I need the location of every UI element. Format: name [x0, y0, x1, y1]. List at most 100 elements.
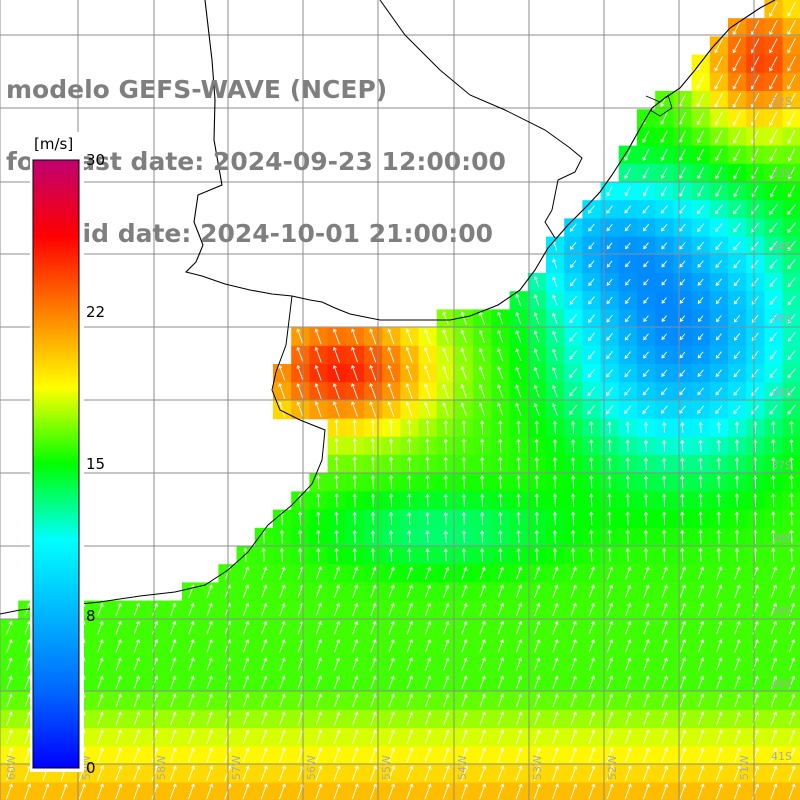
wind-arrow: [660, 130, 668, 143]
wind-arrow: [716, 657, 723, 671]
wind-arrow: [732, 74, 742, 90]
wind-arrow: [6, 675, 13, 689]
wind-arrow: [242, 657, 250, 671]
wind-arrow: [497, 366, 504, 380]
wind-arrow: [788, 765, 796, 781]
wind-arrow: [370, 419, 375, 436]
wind-arrow: [334, 511, 339, 526]
wind-arrow: [170, 620, 177, 635]
wind-arrow: [497, 638, 504, 653]
wind-arrow: [715, 241, 723, 251]
wind-arrow: [734, 547, 739, 562]
wind-arrow: [679, 242, 686, 250]
wind-arrow: [261, 620, 268, 635]
wind-arrow: [716, 638, 723, 653]
wind-arrow: [334, 529, 339, 544]
wind-arrow: [771, 529, 776, 544]
wind-arrow: [734, 602, 741, 617]
wind-arrow: [716, 457, 721, 471]
wind-arrow: [552, 729, 559, 745]
wind-arrow: [279, 638, 286, 653]
wind-arrow: [569, 223, 577, 232]
wind-arrow: [715, 369, 722, 378]
wind-arrow: [662, 439, 667, 452]
wind-arrow: [316, 474, 321, 490]
wind-arrow: [370, 566, 377, 580]
wind-arrow: [697, 602, 705, 617]
wind-arrow: [424, 638, 432, 653]
wind-arrow: [480, 493, 485, 507]
wind-arrow: [279, 693, 286, 708]
wind-arrow: [733, 765, 741, 781]
wind-arrow: [298, 529, 303, 544]
wind-arrow: [606, 278, 613, 286]
wind-arrow: [516, 438, 521, 453]
wind-arrow: [370, 602, 377, 617]
wind-arrow: [606, 765, 614, 781]
wind-arrow: [750, 92, 760, 108]
wind-arrow: [461, 474, 466, 489]
wind-arrow: [515, 330, 522, 343]
wind-arrow: [661, 260, 667, 268]
wind-arrow: [769, 38, 778, 54]
wind-arrow: [769, 222, 778, 233]
wind-arrow: [770, 638, 777, 653]
wind-arrow: [406, 602, 413, 617]
grid-labels: 32S 33S 34S 35S 36S 37S 38S 39S 40S 41S 60W 59W 58W 5…: [5, 95, 792, 780]
wind-arrow: [24, 783, 32, 800]
wind-arrow: [661, 747, 669, 763]
wind-arrow: [697, 783, 705, 800]
wind-arrow: [498, 511, 503, 525]
wind-arrow: [534, 511, 539, 525]
wind-arrow: [624, 369, 632, 378]
wind-arrow: [406, 675, 413, 689]
wind-arrow: [551, 384, 558, 398]
wind-arrow: [369, 346, 377, 363]
wind-arrow: [333, 729, 341, 745]
wind-arrow: [515, 402, 522, 416]
wind-arrow: [443, 711, 450, 726]
wind-arrow: [133, 729, 141, 745]
wind-arrow: [787, 222, 796, 233]
wind-arrow: [497, 765, 505, 781]
wind-arrow: [479, 747, 487, 763]
wind-arrow: [533, 330, 540, 343]
wind-arrow: [388, 620, 395, 635]
wind-arrow: [242, 693, 250, 708]
wind-arrow: [515, 675, 523, 689]
wind-arrow: [315, 747, 323, 763]
wind-arrow: [115, 765, 123, 781]
wind-arrow: [606, 186, 613, 197]
wind-arrow: [734, 457, 739, 471]
wind-arrow: [296, 364, 304, 381]
wind-arrow: [643, 439, 649, 452]
wind-arrow: [170, 602, 177, 617]
wind-arrow: [534, 547, 539, 562]
wind-arrow: [115, 693, 122, 708]
wind-arrow: [315, 602, 322, 617]
wind-arrow: [570, 657, 577, 671]
wind-arrow: [697, 387, 704, 396]
wind-arrow: [388, 638, 395, 653]
wind-arrow: [534, 602, 541, 617]
wind-arrow: [734, 584, 741, 598]
wind-arrow: [279, 675, 286, 689]
wind-arrow: [588, 783, 596, 800]
wind-arrow: [370, 437, 375, 454]
wind-arrow: [643, 584, 650, 598]
wind-arrow: [624, 747, 632, 763]
wind-arrow: [333, 675, 341, 689]
wind-arrow: [516, 511, 521, 525]
wind-arrow: [352, 693, 359, 708]
wind-arrow: [643, 511, 648, 526]
wind-arrow: [316, 547, 321, 562]
wind-arrow: [698, 421, 703, 433]
wind-arrow: [206, 747, 214, 763]
wind-arrow: [680, 421, 685, 433]
wind-arrow: [242, 711, 250, 726]
wind-arrow: [261, 675, 268, 689]
wind-arrow: [461, 420, 466, 435]
wind-arrow: [407, 419, 412, 436]
wind-arrow: [296, 383, 304, 399]
wind-arrow: [370, 620, 377, 635]
